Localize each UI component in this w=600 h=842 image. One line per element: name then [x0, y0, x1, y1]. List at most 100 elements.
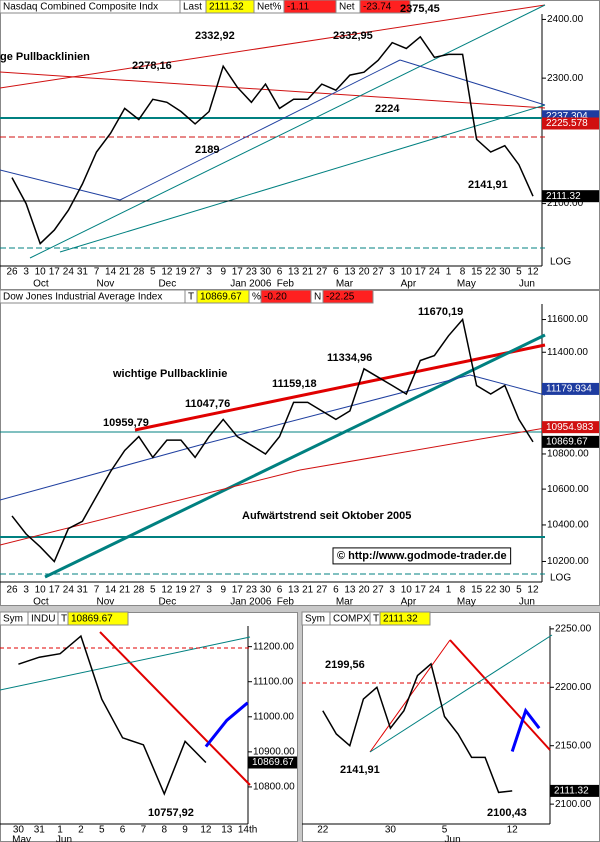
x-tick-label: 27 [316, 267, 328, 278]
price-line [11, 35, 534, 245]
x-tick-label: 20 [358, 267, 370, 278]
x-tick-label: 8 [161, 825, 167, 836]
x-tick-label: 5 [150, 585, 156, 596]
y-tick-label: 10400.00 [547, 520, 589, 531]
header-text: 10869.67 [71, 614, 113, 625]
x-tick-label: 22 [485, 267, 497, 278]
x-tick-label: 12 [527, 585, 539, 596]
x-tick-label: 13 [288, 267, 300, 278]
x-tick-label: 6 [333, 585, 339, 596]
month-label: Mar [336, 597, 354, 608]
x-tick-label: 3 [23, 585, 29, 596]
month-label: Nov [97, 279, 115, 290]
y-tick-label: 2200.00 [555, 682, 592, 693]
price-line [11, 317, 534, 563]
price-line [18, 634, 207, 796]
annotation: 11670,19 [418, 306, 463, 318]
header-text: Net [339, 2, 355, 13]
price-marker-label: 2237.304 [546, 111, 588, 122]
x-tick-label: 2 [78, 825, 84, 836]
month-label: Jun [445, 835, 461, 842]
x-tick-label: 1 [446, 585, 452, 596]
x-tick-label: 28 [133, 585, 145, 596]
y-tick-label: 2100.00 [547, 198, 584, 209]
x-tick-label: 3 [206, 585, 212, 596]
x-tick-label: 17 [232, 585, 244, 596]
y-tick-label: 10800.00 [547, 449, 589, 460]
annotation: 10959,79 [103, 417, 149, 429]
annotation: 2375,45 [400, 3, 440, 15]
x-tick-label: 30 [499, 585, 511, 596]
x-tick-label: 1 [446, 267, 452, 278]
x-tick-label: 9 [220, 585, 226, 596]
trend-line [0, 469, 301, 546]
price-marker [542, 435, 599, 448]
x-tick-label: 8 [460, 267, 466, 278]
price-marker [542, 190, 599, 203]
annotation: 2224 [375, 103, 400, 115]
month-label: Dec [158, 597, 176, 608]
y-tick-label: 2300.00 [547, 73, 584, 84]
y-tick-label: 11600.00 [547, 314, 588, 325]
x-tick-label: 27 [190, 267, 202, 278]
x-tick-label: 14 [105, 585, 117, 596]
annotation: 2332,95 [333, 30, 373, 42]
x-tick-label: 21 [302, 585, 314, 596]
x-tick-label: 22 [485, 585, 497, 596]
x-tick-label: 23 [246, 585, 258, 596]
month-label: Jun [519, 279, 535, 290]
header-text: INDU [31, 614, 55, 625]
x-tick-label: 15 [471, 267, 483, 278]
x-tick-label: 19 [175, 267, 187, 278]
x-tick-label: 9 [182, 825, 188, 836]
x-tick-label: 26 [6, 267, 18, 278]
separator [298, 612, 302, 842]
price-line [510, 707, 541, 752]
x-tick-label: 24 [63, 585, 75, 596]
x-tick-label: 14 [105, 267, 117, 278]
price-marker-label: 10869.67 [252, 757, 294, 768]
y-tick-label: 10800.00 [253, 782, 295, 793]
x-tick-label: 12 [200, 825, 212, 836]
month-label: Apr [401, 597, 417, 608]
separator [0, 606, 600, 612]
annotation: 2141,91 [340, 764, 380, 776]
y-tick-label: 11000.00 [253, 711, 294, 722]
month-label: Apr [401, 279, 417, 290]
x-tick-label: 30 [260, 267, 272, 278]
month-label: Oct [33, 279, 49, 290]
price-marker-label: 2111.32 [546, 191, 581, 202]
header-text: N [314, 292, 321, 303]
x-tick-label: 27 [373, 585, 385, 596]
annotation: 11334,96 [327, 352, 372, 364]
x-tick-label: 12 [161, 267, 173, 278]
x-tick-label: 10 [401, 267, 413, 278]
x-tick-label: 7 [94, 585, 100, 596]
price-marker-label: 10869.67 [546, 436, 588, 447]
header-text: 2111.32 [209, 2, 244, 13]
trend-line [119, 59, 401, 201]
x-tick-label: 27 [316, 585, 328, 596]
header-text: T [373, 614, 379, 625]
header-text: Sym [3, 614, 23, 625]
x-tick-label: 3 [23, 267, 29, 278]
x-tick-label: 19 [175, 585, 187, 596]
month-label: Jun [519, 597, 535, 608]
price-marker-label: 2111.32 [554, 786, 589, 797]
header-text: 10869.67 [200, 292, 242, 303]
month-label: Jun [56, 835, 72, 842]
header-text: T [188, 292, 194, 303]
annotation-box [332, 547, 512, 565]
x-tick-label: 31 [34, 825, 46, 836]
header-text: Dow Jones Industrial Average Index [3, 292, 162, 303]
trend-line [0, 636, 251, 691]
x-tick-label: 17 [49, 267, 61, 278]
x-tick-label: 13 [344, 267, 356, 278]
y-tick-label: 10600.00 [547, 484, 589, 495]
trend-line [0, 169, 121, 201]
price-marker-label: 2225.578 [546, 118, 588, 129]
x-tick-label: 26 [6, 585, 18, 596]
x-tick-label: 22 [317, 825, 329, 836]
price-marker [542, 382, 599, 395]
header-text: -23.74 [363, 2, 392, 13]
